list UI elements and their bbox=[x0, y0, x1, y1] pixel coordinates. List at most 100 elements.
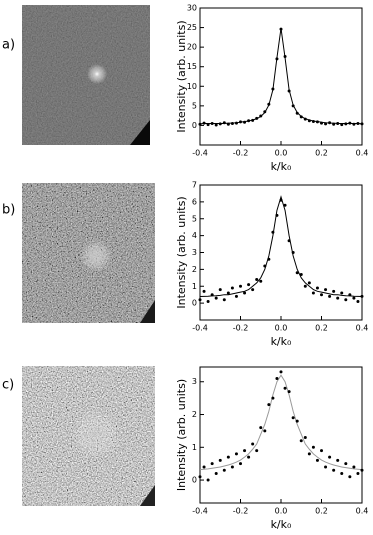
data-point bbox=[279, 27, 283, 31]
data-point bbox=[315, 458, 319, 462]
data-point bbox=[255, 278, 259, 281]
data-point bbox=[356, 472, 360, 476]
data-point bbox=[340, 291, 344, 295]
data-point bbox=[348, 475, 352, 479]
data-point bbox=[352, 296, 356, 300]
data-point bbox=[299, 439, 303, 443]
y-tick-label: 15 bbox=[187, 62, 197, 71]
data-point bbox=[259, 426, 263, 430]
panel-label: a) bbox=[2, 38, 15, 53]
y-tick-label: 7 bbox=[192, 181, 197, 190]
data-point bbox=[275, 57, 279, 61]
data-point bbox=[210, 462, 214, 466]
x-tick-label: 0.0 bbox=[275, 324, 288, 333]
y-tick-label: 1 bbox=[192, 282, 197, 291]
data-point bbox=[356, 121, 360, 125]
x-tick-label: 0.2 bbox=[315, 324, 328, 333]
data-point bbox=[210, 121, 214, 125]
data-point bbox=[275, 213, 279, 217]
data-point bbox=[243, 291, 247, 295]
data-point bbox=[226, 122, 230, 126]
panel-label: c) bbox=[2, 378, 14, 393]
x-tick-label: 0.0 bbox=[275, 507, 288, 516]
x-tick-label: 0.4 bbox=[356, 507, 369, 516]
data-point bbox=[247, 283, 251, 287]
data-point bbox=[332, 468, 336, 472]
x-tick-label: 0.2 bbox=[315, 149, 328, 158]
data-point bbox=[307, 452, 311, 456]
y-tick-label: 1 bbox=[192, 443, 197, 452]
data-point bbox=[275, 376, 279, 380]
x-tick-label: -0.4 bbox=[192, 324, 208, 333]
data-point bbox=[311, 120, 315, 124]
x-axis-label: k/k₀ bbox=[271, 518, 292, 531]
data-point bbox=[202, 465, 206, 469]
data-point bbox=[271, 396, 275, 400]
data-point bbox=[332, 122, 336, 126]
data-point bbox=[243, 449, 247, 453]
plot-frame bbox=[199, 366, 363, 504]
data-point bbox=[210, 293, 214, 297]
data-point bbox=[303, 435, 307, 439]
data-point bbox=[324, 288, 328, 292]
data-point bbox=[202, 121, 206, 125]
data-point bbox=[263, 264, 267, 268]
data-point bbox=[239, 462, 242, 466]
x-tick-label: -0.2 bbox=[233, 324, 249, 333]
x-tick-label: 0.4 bbox=[356, 149, 369, 158]
data-point bbox=[336, 458, 340, 462]
data-point bbox=[324, 122, 328, 126]
data-point bbox=[315, 120, 319, 124]
image-c bbox=[22, 366, 155, 506]
data-point bbox=[328, 455, 332, 459]
data-point bbox=[230, 465, 234, 469]
data-point bbox=[234, 121, 238, 125]
data-point bbox=[295, 271, 299, 275]
x-tick-label: -0.2 bbox=[233, 149, 249, 158]
data-point bbox=[287, 89, 291, 93]
y-tick-label: 4 bbox=[192, 231, 197, 240]
data-point bbox=[263, 429, 267, 433]
data-point bbox=[202, 289, 206, 293]
y-tick-label: 0 bbox=[192, 299, 197, 308]
data-point bbox=[234, 452, 238, 456]
data-point bbox=[251, 118, 255, 122]
y-tick-label: 5 bbox=[192, 101, 197, 110]
data-point bbox=[299, 115, 303, 119]
data-point bbox=[206, 123, 210, 127]
data-point bbox=[226, 455, 230, 459]
data-point bbox=[214, 296, 218, 300]
data-point bbox=[259, 114, 263, 118]
data-point bbox=[311, 291, 315, 295]
data-point bbox=[348, 293, 352, 297]
data-point bbox=[247, 119, 251, 123]
data-point bbox=[356, 299, 360, 303]
y-tick-label: 3 bbox=[192, 377, 197, 386]
data-point bbox=[320, 449, 323, 453]
data-point bbox=[230, 121, 234, 125]
y-tick-label: 25 bbox=[187, 23, 197, 32]
data-point bbox=[214, 123, 218, 127]
data-point bbox=[279, 198, 283, 202]
data-point bbox=[279, 370, 283, 374]
fit-line bbox=[199, 374, 363, 471]
data-point bbox=[271, 230, 275, 234]
x-tick-label: 0.4 bbox=[356, 324, 369, 333]
data-point bbox=[303, 284, 307, 288]
panel-label: b) bbox=[2, 203, 15, 218]
data-point bbox=[239, 120, 242, 124]
data-point bbox=[267, 257, 271, 261]
data-point bbox=[352, 465, 356, 469]
data-point bbox=[287, 390, 291, 394]
x-tick-label: 0.0 bbox=[275, 149, 288, 158]
y-axis-label: Intensity (arb. units) bbox=[175, 196, 188, 308]
y-tick-label: 30 bbox=[187, 4, 197, 13]
fit-line bbox=[199, 195, 363, 298]
data-point bbox=[283, 203, 287, 207]
x-tick-label: -0.4 bbox=[192, 149, 208, 158]
y-axis-label: Intensity (arb. units) bbox=[175, 20, 188, 132]
data-point bbox=[311, 445, 315, 449]
data-point bbox=[328, 294, 332, 298]
data-point bbox=[222, 298, 226, 302]
y-axis-label: Intensity (arb. units) bbox=[175, 379, 188, 491]
